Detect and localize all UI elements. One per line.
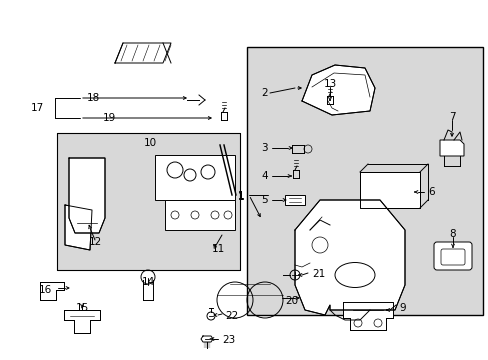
Polygon shape <box>64 310 100 333</box>
Polygon shape <box>342 302 392 330</box>
Bar <box>246 47 482 315</box>
Text: 7: 7 <box>448 112 454 122</box>
Text: 21: 21 <box>311 269 325 279</box>
Text: 14: 14 <box>141 277 154 287</box>
Text: 1: 1 <box>237 192 244 202</box>
Text: 11: 11 <box>211 244 224 254</box>
Text: 19: 19 <box>102 113 116 123</box>
Text: 1: 1 <box>237 191 244 201</box>
Text: 15: 15 <box>75 303 88 313</box>
Text: 13: 13 <box>323 79 336 89</box>
Text: 1: 1 <box>237 191 244 201</box>
Polygon shape <box>40 282 64 300</box>
Text: 4: 4 <box>261 171 267 181</box>
Polygon shape <box>155 155 235 200</box>
Text: 16: 16 <box>39 285 52 295</box>
Text: 23: 23 <box>222 335 235 345</box>
Polygon shape <box>439 140 463 156</box>
Text: 12: 12 <box>88 237 102 247</box>
Text: 17: 17 <box>31 103 44 113</box>
Text: 6: 6 <box>427 187 434 197</box>
Polygon shape <box>65 205 92 250</box>
Text: 22: 22 <box>224 311 238 321</box>
Polygon shape <box>285 195 305 205</box>
Polygon shape <box>302 65 374 115</box>
FancyBboxPatch shape <box>433 242 471 270</box>
Text: 5: 5 <box>261 195 267 205</box>
Polygon shape <box>359 172 419 208</box>
Bar <box>57 133 240 270</box>
Text: 20: 20 <box>285 296 298 306</box>
Text: 8: 8 <box>449 229 455 239</box>
Text: 10: 10 <box>143 138 156 148</box>
Text: 1: 1 <box>237 192 244 202</box>
Text: 18: 18 <box>86 93 100 103</box>
Text: 3: 3 <box>261 143 267 153</box>
Polygon shape <box>69 158 105 233</box>
Polygon shape <box>164 200 235 230</box>
Text: 2: 2 <box>261 88 267 98</box>
Text: 9: 9 <box>398 303 405 313</box>
FancyBboxPatch shape <box>440 249 464 265</box>
Polygon shape <box>294 200 404 315</box>
